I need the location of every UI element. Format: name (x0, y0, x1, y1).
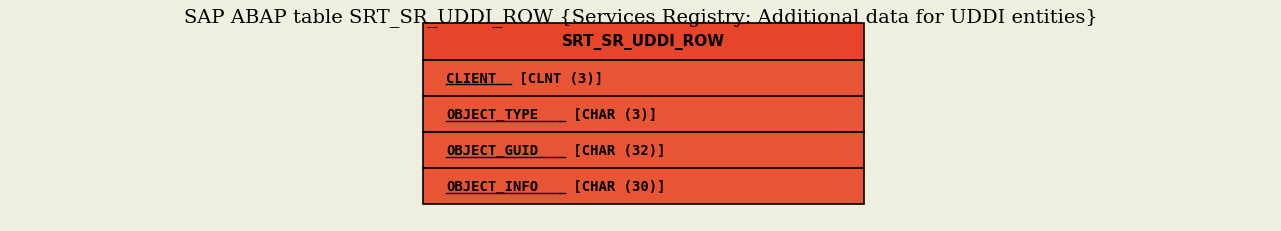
FancyBboxPatch shape (423, 168, 865, 204)
Text: SAP ABAP table SRT_SR_UDDI_ROW {Services Registry: Additional data for UDDI enti: SAP ABAP table SRT_SR_UDDI_ROW {Services… (183, 8, 1098, 27)
Text: [CHAR (30)]: [CHAR (30)] (565, 179, 665, 193)
Text: OBJECT_GUID: OBJECT_GUID (446, 143, 538, 157)
FancyBboxPatch shape (423, 24, 865, 60)
Text: SRT_SR_UDDI_ROW: SRT_SR_UDDI_ROW (562, 34, 725, 50)
FancyBboxPatch shape (423, 96, 865, 132)
Text: [CHAR (32)]: [CHAR (32)] (565, 143, 665, 157)
Text: CLIENT: CLIENT (446, 71, 497, 85)
Text: OBJECT_INFO: OBJECT_INFO (446, 179, 538, 193)
Text: [CHAR (3)]: [CHAR (3)] (565, 107, 657, 121)
Text: OBJECT_TYPE: OBJECT_TYPE (446, 107, 538, 121)
Text: [CLNT (3)]: [CLNT (3)] (511, 71, 603, 85)
FancyBboxPatch shape (423, 132, 865, 168)
FancyBboxPatch shape (423, 60, 865, 96)
